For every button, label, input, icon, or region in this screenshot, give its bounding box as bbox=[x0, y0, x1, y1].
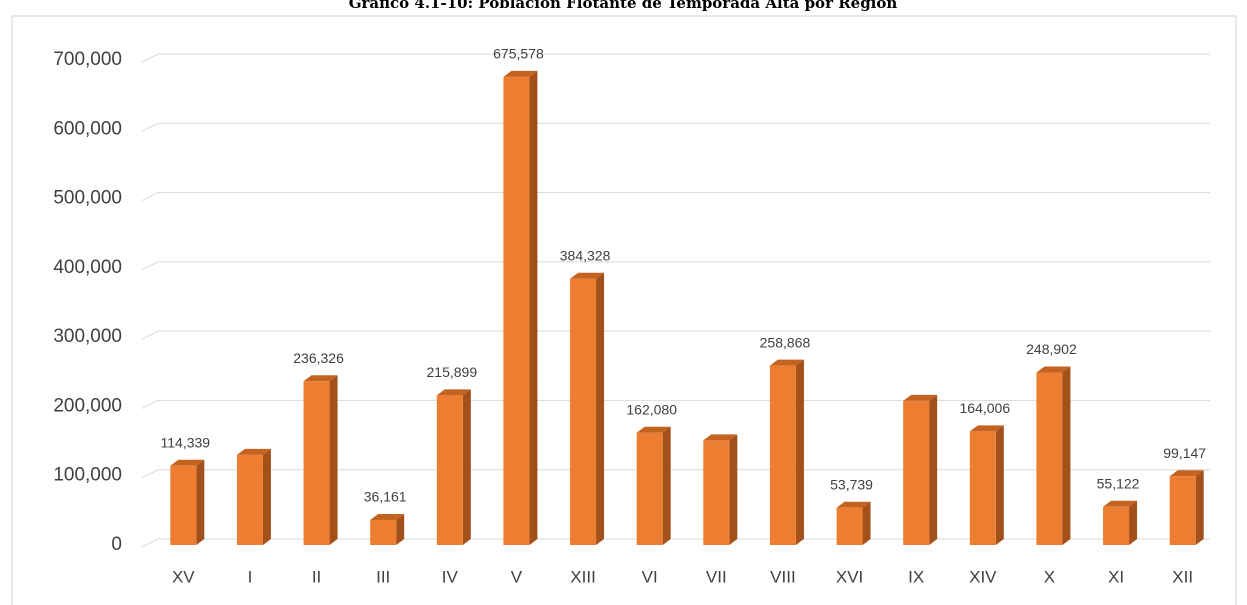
x-tick-label: XIII bbox=[570, 567, 596, 586]
y-tick-label: 300,000 bbox=[53, 326, 122, 347]
grid-line bbox=[141, 192, 1210, 202]
bar bbox=[1103, 506, 1130, 545]
value-label: 675,578 bbox=[493, 46, 544, 62]
x-tick-label: IV bbox=[442, 567, 459, 586]
value-label: 215,899 bbox=[427, 364, 478, 380]
bar-side bbox=[329, 375, 338, 545]
value-label: 236,326 bbox=[293, 350, 344, 366]
bar-side bbox=[262, 448, 271, 545]
value-label: 114,339 bbox=[161, 434, 211, 450]
bar bbox=[503, 76, 530, 545]
y-tick-label: 0 bbox=[111, 534, 122, 555]
y-tick-label: 400,000 bbox=[53, 257, 122, 278]
bar-top bbox=[769, 359, 804, 366]
bar-top bbox=[236, 448, 271, 455]
bar-top bbox=[836, 501, 871, 508]
x-tick-label: XIV bbox=[969, 567, 997, 586]
x-tick-label: XVI bbox=[836, 567, 863, 586]
bar bbox=[1169, 476, 1196, 545]
bar bbox=[769, 365, 796, 545]
bar-side bbox=[462, 389, 471, 545]
x-tick-label: VIII bbox=[770, 567, 796, 586]
bar-side bbox=[795, 359, 804, 545]
x-tick-label: VII bbox=[706, 567, 727, 586]
chart-frame bbox=[11, 15, 1237, 605]
bar-top bbox=[969, 425, 1004, 432]
x-tick-label: II bbox=[312, 567, 321, 586]
bar-side bbox=[396, 513, 405, 545]
bar bbox=[703, 440, 730, 545]
bar-side bbox=[1062, 366, 1071, 545]
grid-line bbox=[141, 399, 1210, 409]
bar bbox=[370, 519, 397, 545]
bar bbox=[303, 381, 330, 545]
grid-line bbox=[141, 53, 1210, 63]
value-label: 99,147 bbox=[1163, 445, 1206, 461]
value-label: 384,328 bbox=[560, 247, 611, 263]
bar-side bbox=[1129, 500, 1138, 545]
bar-side bbox=[529, 70, 538, 545]
bar-top bbox=[303, 375, 338, 382]
bar-top bbox=[903, 394, 938, 401]
x-tick-label: XI bbox=[1108, 567, 1124, 586]
bar-top bbox=[636, 426, 671, 433]
bar-side bbox=[662, 426, 671, 545]
value-label: 248,902 bbox=[1026, 341, 1077, 357]
bar-top bbox=[1169, 470, 1204, 477]
value-label: 53,739 bbox=[830, 476, 873, 492]
bar bbox=[636, 432, 663, 545]
bar-top bbox=[370, 513, 405, 520]
bar-top bbox=[1036, 366, 1071, 373]
y-tick-label: 700,000 bbox=[53, 49, 122, 70]
x-tick-label: I bbox=[248, 567, 253, 586]
bar-side bbox=[929, 394, 938, 545]
grid-line bbox=[141, 122, 1210, 132]
x-tick-label: XII bbox=[1172, 567, 1193, 586]
bar-top bbox=[503, 70, 538, 77]
bar bbox=[236, 454, 263, 545]
bar-side bbox=[862, 501, 871, 545]
grid-line bbox=[141, 469, 1210, 479]
bar-side bbox=[196, 459, 205, 545]
x-tick-label: X bbox=[1044, 567, 1055, 586]
y-tick-label: 600,000 bbox=[53, 118, 122, 139]
y-tick-label: 200,000 bbox=[53, 395, 122, 416]
chart-title: Gráfico 4.1-10: Población Flotante de Te… bbox=[349, 0, 898, 12]
x-tick-label: IX bbox=[908, 567, 924, 586]
bar-side bbox=[995, 425, 1004, 545]
bar-side bbox=[1195, 470, 1204, 545]
bar bbox=[170, 465, 197, 545]
value-label: 55,122 bbox=[1097, 476, 1140, 492]
value-label: 164,006 bbox=[960, 400, 1011, 416]
value-label: 36,161 bbox=[364, 489, 407, 505]
bar-top bbox=[570, 272, 605, 279]
bar bbox=[836, 507, 863, 545]
grid-line bbox=[141, 261, 1210, 271]
bar bbox=[903, 400, 930, 545]
x-tick-label: XV bbox=[172, 567, 195, 586]
grid-line bbox=[141, 330, 1210, 340]
bar bbox=[1036, 372, 1063, 545]
x-tick-label: V bbox=[511, 567, 523, 586]
bar bbox=[436, 395, 463, 545]
bar-top bbox=[170, 459, 205, 466]
bar-side bbox=[596, 272, 605, 545]
bar-top bbox=[1103, 500, 1138, 507]
y-tick-label: 500,000 bbox=[53, 188, 122, 209]
bar-side bbox=[729, 434, 738, 545]
y-tick-label: 100,000 bbox=[53, 465, 122, 486]
bar bbox=[969, 431, 996, 545]
bar bbox=[570, 278, 597, 545]
x-tick-label: VI bbox=[642, 567, 658, 586]
bar-top bbox=[703, 434, 738, 441]
value-label: 162,080 bbox=[626, 401, 677, 417]
bar-top bbox=[436, 389, 471, 396]
value-label: 258,868 bbox=[760, 334, 811, 350]
x-tick-label: III bbox=[376, 567, 390, 586]
